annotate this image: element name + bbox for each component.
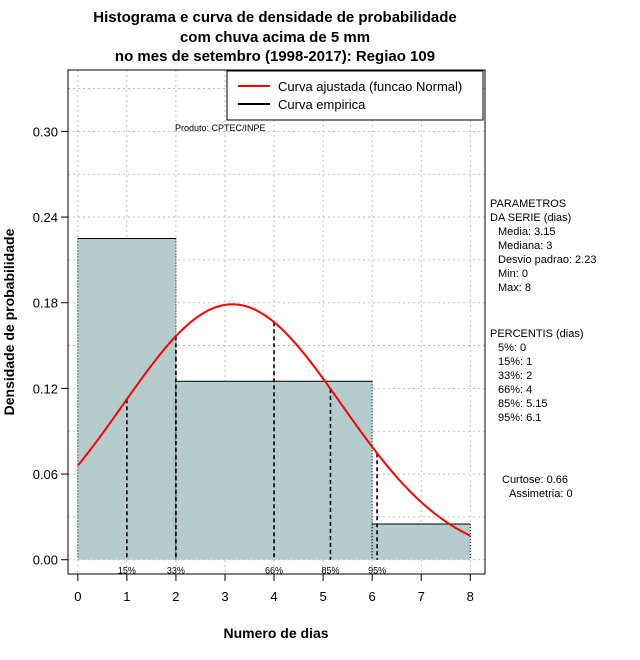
x-tick-label-8: 8 xyxy=(467,589,474,604)
stats-mediana: Mediana: 3 xyxy=(498,240,552,252)
stats-parametros-subtitle: DA SERIE (dias) xyxy=(490,212,571,224)
stats-p95: 95%: 6.1 xyxy=(498,412,541,424)
y-tick-label-4: 0.24 xyxy=(33,210,58,225)
percentile-label-0: 15% xyxy=(118,566,136,576)
stats-assimetria: Assimetria: 0 xyxy=(509,488,573,500)
histogram-bars xyxy=(77,237,471,560)
y-tick-label-1: 0.06 xyxy=(33,467,58,482)
legend-label-empirical: Curva empirica xyxy=(278,97,366,112)
stats-percentis-title: PERCENTIS (dias) xyxy=(490,328,584,340)
y-tick-label-0: 0.00 xyxy=(33,553,58,568)
x-axis-title: Numero de dias xyxy=(223,625,328,641)
x-tick-label-6: 6 xyxy=(369,589,376,604)
x-tick-label-2: 2 xyxy=(172,589,179,604)
chart-title-line-3: no mes de setembro (1998-2017): Regiao 1… xyxy=(115,48,435,65)
normal-curve xyxy=(77,303,471,537)
percentile-label-1: 33% xyxy=(167,566,185,576)
stats-p33: 33%: 2 xyxy=(498,370,532,382)
x-tick-label-4: 4 xyxy=(270,589,277,604)
legend: Curva ajustada (funcao Normal) Curva emp… xyxy=(226,70,484,121)
stats-panel: PARAMETROS DA SERIE (dias) Media: 3.15 M… xyxy=(490,198,596,500)
stats-p15: 15%: 1 xyxy=(498,356,532,368)
stats-media: Media: 3.15 xyxy=(498,226,555,238)
y-axis: 0.00 0.06 0.12 0.18 0.24 0.30 xyxy=(33,124,68,568)
percentile-lines: 15% 33% 66% 85% 95% xyxy=(118,322,386,576)
percentile-label-3: 85% xyxy=(321,566,339,576)
stats-curtose: Curtose: 0.66 xyxy=(502,474,568,486)
x-tick-label-1: 1 xyxy=(123,589,130,604)
product-label: Produto: CPTEC/INPE xyxy=(175,123,266,133)
histogram-bar-2 xyxy=(372,524,471,560)
chart-title-line-2: com chuva acima de 5 mm xyxy=(180,29,370,46)
y-tick-label-3: 0.18 xyxy=(33,296,58,311)
stats-max: Max: 8 xyxy=(498,282,531,294)
y-tick-label-5: 0.30 xyxy=(33,124,58,139)
stats-desvio: Desvio padrao: 2.23 xyxy=(498,254,596,266)
stats-p85: 85%: 5.15 xyxy=(498,398,548,410)
y-axis-title: Densidade de probabilidade xyxy=(1,228,17,415)
percentile-label-2: 66% xyxy=(265,566,283,576)
legend-label-normal: Curva ajustada (funcao Normal) xyxy=(278,79,462,94)
chart-title-line-1: Histograma e curva de densidade de proba… xyxy=(93,9,456,26)
legend-box xyxy=(226,70,484,121)
percentile-label-4: 95% xyxy=(368,566,386,576)
x-tick-label-0: 0 xyxy=(74,589,81,604)
stats-parametros-title: PARAMETROS xyxy=(490,198,566,210)
x-tick-label-7: 7 xyxy=(418,589,425,604)
x-axis: 0 1 2 3 4 5 6 7 8 xyxy=(74,573,474,604)
stats-p5: 5%: 0 xyxy=(498,342,526,354)
x-tick-label-3: 3 xyxy=(221,589,228,604)
y-tick-label-2: 0.12 xyxy=(33,381,58,396)
normal-curve-line xyxy=(77,303,471,537)
stats-min: Min: 0 xyxy=(498,268,528,280)
stats-p66: 66%: 4 xyxy=(498,384,532,396)
x-tick-label-5: 5 xyxy=(319,589,326,604)
